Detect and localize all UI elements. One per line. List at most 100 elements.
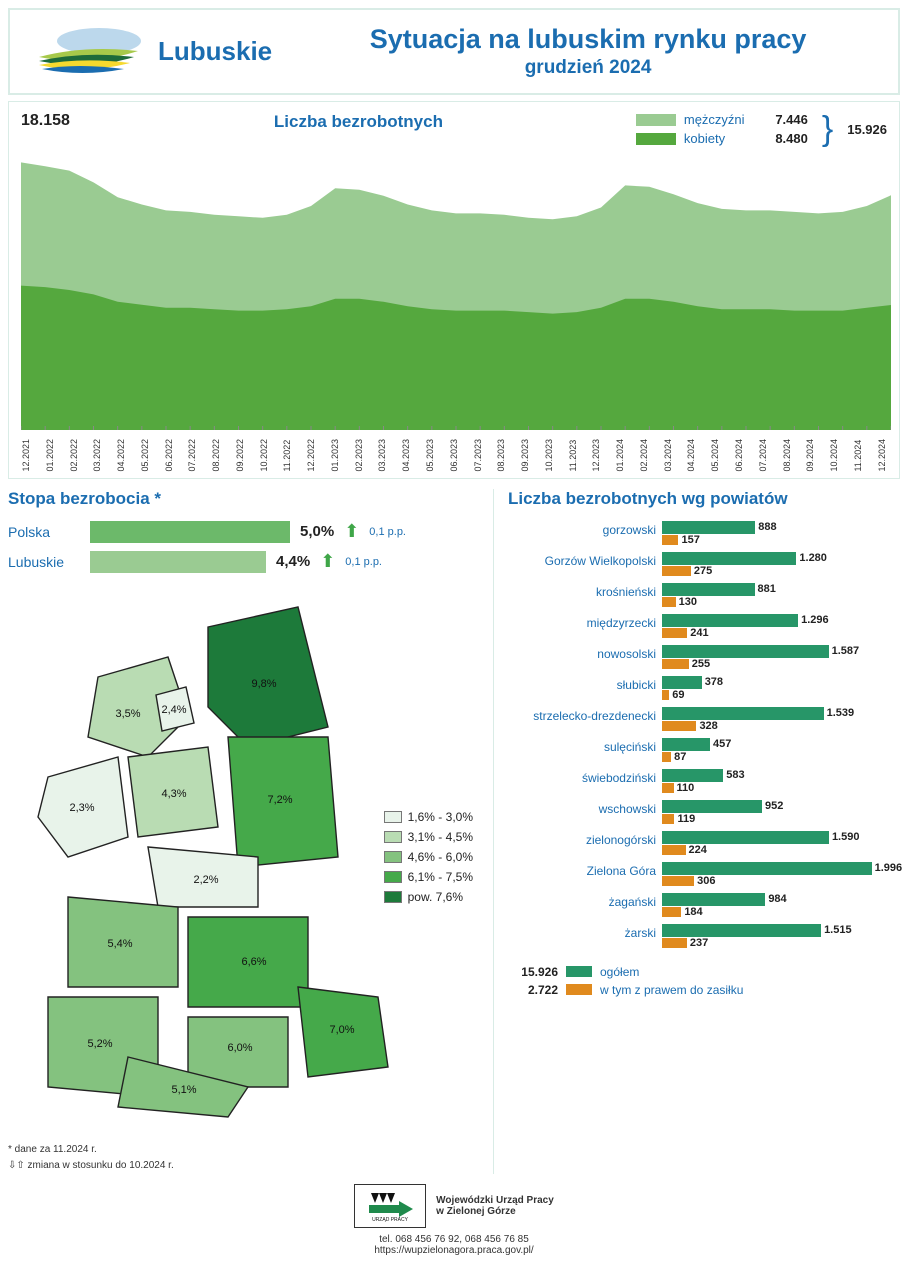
powiat-bar-benefit — [662, 752, 671, 762]
map-legend-swatch — [384, 871, 402, 883]
svg-text:6,6%: 6,6% — [241, 956, 266, 968]
powiat-benefit-value: 87 — [671, 751, 686, 763]
powiat-total-value: 1.539 — [824, 707, 855, 719]
map-legend-row: pow. 7,6% — [384, 887, 473, 907]
powiat-row: strzelecko-drezdenecki 1.539 328 — [508, 707, 902, 732]
powiat-label: Gorzów Wielkopolski — [508, 552, 656, 568]
rate-bar — [90, 551, 266, 573]
map-legend-label: 6,1% - 7,5% — [408, 867, 473, 887]
powiat-row: międzyrzecki 1.296 241 — [508, 614, 902, 639]
powiat-bar-benefit — [662, 659, 689, 669]
rate-delta: 0,1 p.p. — [369, 526, 406, 538]
x-tick-label: 10.2024 — [829, 439, 839, 472]
footnote-line-1: * dane za 11.2024 r. — [8, 1142, 483, 1158]
x-tick-label: 02.2023 — [354, 439, 364, 472]
powiat-bar-total — [662, 893, 765, 906]
logo: Lubuskie — [34, 27, 272, 77]
powiat-row: świebodziński 583 110 — [508, 769, 902, 794]
logo-text: Lubuskie — [158, 36, 272, 67]
powiat-benefit-value: 255 — [689, 658, 710, 670]
x-tick-label: 01.2023 — [330, 439, 340, 472]
powiat-bar-total — [662, 583, 755, 596]
x-tick-label: 12.2022 — [306, 439, 316, 472]
svg-text:7,0%: 7,0% — [329, 1024, 354, 1036]
powiat-bar-benefit — [662, 876, 694, 886]
x-tick-label: 05.2022 — [140, 439, 150, 472]
rate-row: Lubuskie 4,4% ⬆ 0,1 p.p. — [8, 551, 483, 573]
arrow-up-icon: ⬆ — [344, 521, 359, 542]
x-tick-label: 03.2022 — [92, 439, 102, 472]
powiat-bar-total — [662, 707, 824, 720]
powiat-bar-benefit — [662, 566, 691, 576]
area-chart-title: Liczba bezrobotnych — [81, 112, 636, 132]
svg-text:5,4%: 5,4% — [107, 938, 132, 950]
office-name: Wojewódzki Urząd Pracy w Zielonej Górze — [436, 1195, 554, 1217]
svg-text:3,5%: 3,5% — [115, 708, 140, 720]
powiat-bar-benefit — [662, 721, 696, 731]
footnote-line-2: ⇩⇧ zmiana w stosunku do 10.2024 r. — [8, 1158, 483, 1174]
powiat-benefit-value: 328 — [696, 720, 717, 732]
map-legend-swatch — [384, 831, 402, 843]
unemployment-map: 3,5%2,4%9,8%2,3%4,3%7,2%2,2%5,4%3,0%6,6%… — [8, 587, 483, 1132]
powiat-benefit-value: 237 — [687, 937, 708, 949]
map-legend-row: 3,1% - 4,5% — [384, 827, 473, 847]
org-line-2: w Zielonej Górze — [436, 1206, 515, 1217]
powiat-total-value: 1.296 — [798, 614, 829, 626]
x-tick-label: 09.2024 — [805, 439, 815, 472]
lubuskie-logo-icon — [34, 27, 144, 77]
map-legend-swatch — [384, 891, 402, 903]
x-tick-label: 12.2024 — [877, 439, 887, 472]
powiat-bar-benefit — [662, 628, 687, 638]
x-tick-label: 03.2023 — [377, 439, 387, 472]
page-footer: URZĄD PRACY Wojewódzki Urząd Pracy w Zie… — [8, 1184, 900, 1256]
powiat-total-value: 1.996 — [872, 862, 903, 874]
powiat-benefit-value: 184 — [681, 906, 702, 918]
area-chart-legend: mężczyźni 7.446 kobiety 8.480 } 15.926 — [636, 112, 887, 146]
map-legend-label: 4,6% - 6,0% — [408, 847, 473, 867]
men-swatch — [636, 114, 676, 126]
x-tick-label: 09.2022 — [235, 439, 245, 472]
unemployment-area-chart: 18.158 Liczba bezrobotnych mężczyźni 7.4… — [8, 101, 900, 479]
legend-total-num: 15.926 — [508, 965, 558, 979]
rate-row: Polska 5,0% ⬆ 0,1 p.p. — [8, 521, 483, 543]
x-tick-label: 08.2024 — [782, 439, 792, 472]
map-legend-row: 6,1% - 7,5% — [384, 867, 473, 887]
svg-text:2,4%: 2,4% — [161, 704, 186, 716]
powiat-bar-total — [662, 521, 755, 534]
powiat-benefit-value: 275 — [691, 565, 712, 577]
x-tick-label: 09.2023 — [520, 439, 530, 472]
legend-benefit-num: 2.722 — [508, 983, 558, 997]
x-tick-label: 01.2024 — [615, 439, 625, 472]
legend-total-label: ogółem — [600, 965, 639, 979]
rate-label: Polska — [8, 524, 80, 540]
powiat-bar-benefit — [662, 814, 674, 824]
page-header: Lubuskie Sytuacja na lubuskim rynku prac… — [8, 8, 900, 95]
powiat-bar-total — [662, 800, 762, 813]
map-legend-swatch — [384, 811, 402, 823]
powiat-bar-benefit — [662, 690, 669, 700]
men-label: mężczyźni — [684, 112, 752, 127]
powiat-label: świebodziński — [508, 769, 656, 785]
powiat-benefit-value: 306 — [694, 875, 715, 887]
rate-value: 4,4% — [276, 553, 310, 570]
powiat-benefit-value: 157 — [678, 534, 699, 546]
rate-label: Lubuskie — [8, 554, 80, 570]
powiat-benefit-value: 241 — [687, 627, 708, 639]
powiat-row: wschowski 952 119 — [508, 800, 902, 825]
powiat-label: żagański — [508, 893, 656, 909]
legend-total: 15.926 — [847, 122, 887, 137]
x-tick-label: 12.2023 — [591, 439, 601, 472]
powiat-bar-total — [662, 552, 796, 565]
powiat-benefit-value: 130 — [676, 596, 697, 608]
powiat-total-value: 952 — [762, 800, 783, 812]
x-tick-label: 02.2024 — [639, 439, 649, 472]
x-tick-label: 05.2023 — [425, 439, 435, 472]
title-block: Sytuacja na lubuskim rynku pracy grudzie… — [302, 24, 874, 79]
powiat-bar-total — [662, 676, 702, 689]
x-tick-label: 06.2023 — [449, 439, 459, 472]
svg-text:7,2%: 7,2% — [267, 794, 292, 806]
page-title: Sytuacja na lubuskim rynku pracy — [302, 24, 874, 55]
x-tick-label: 07.2024 — [758, 439, 768, 472]
x-tick-label: 03.2024 — [663, 439, 673, 472]
powiat-benefit-value: 69 — [669, 689, 684, 701]
